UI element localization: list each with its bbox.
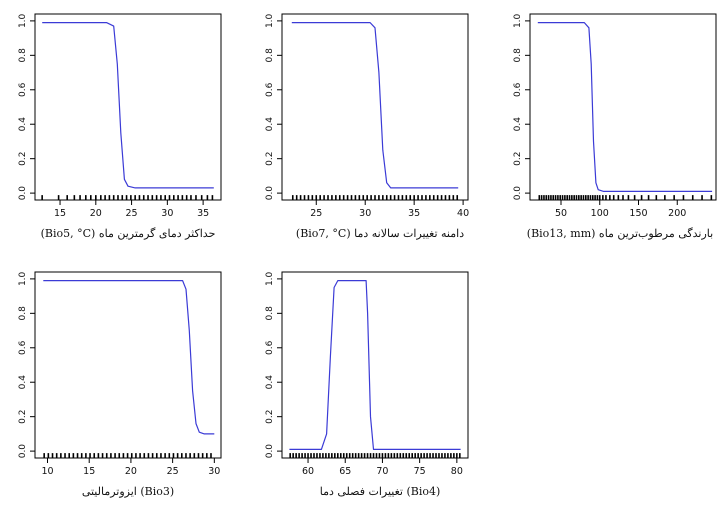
- x-tick-label: 60: [302, 466, 314, 477]
- y-tick-label: 1.0: [265, 13, 275, 28]
- x-tick-label: 20: [90, 208, 102, 219]
- y-tick-label: 0.4: [513, 117, 523, 132]
- x-tick-label: 65: [339, 466, 351, 477]
- plot-frame: [281, 13, 469, 201]
- y-tick-label: 0.0: [18, 186, 28, 201]
- y-tick-label: 1.0: [265, 271, 275, 286]
- x-tick-label: 15: [83, 466, 95, 477]
- response-curve: [537, 22, 713, 192]
- y-tick-label: 0.6: [265, 340, 275, 355]
- caption-bio4: تغییرات فصلی دما (Bio4): [319, 485, 441, 498]
- y-tick-label: 0.0: [18, 444, 28, 459]
- panel-5: 0.0 0.2 0.4 0.6 0.8 1.0 60 65 70 75 80: [265, 271, 469, 477]
- y-tick-label: 0.2: [18, 152, 28, 166]
- x-tick-label: 25: [126, 208, 138, 219]
- panel-4: 0.0 0.2 0.4 0.6 0.8 1.0 10 15 20 25 30: [18, 271, 222, 477]
- y-tick-label: 0.6: [18, 82, 28, 97]
- y-tick-label: 0.8: [265, 48, 275, 63]
- y-tick-label: 0.8: [18, 48, 28, 63]
- y-tick-label: 0.0: [265, 186, 275, 201]
- y-tick-label: 0.6: [265, 82, 275, 97]
- y-tick-label: 0.0: [265, 444, 275, 459]
- x-tick-label: 30: [208, 466, 220, 477]
- x-tick-label: 10: [41, 466, 53, 477]
- x-tick-label: 40: [457, 208, 469, 219]
- y-tick-label: 0.6: [513, 82, 523, 97]
- y-tick-label: 0.4: [18, 375, 28, 390]
- plot-frame: [281, 271, 469, 459]
- panel-3: 0.0 0.2 0.4 0.6 0.8 1.0 50 100 150 200: [513, 13, 717, 219]
- x-tick-label: 200: [668, 208, 686, 219]
- caption-bio5: (Bio5, °C) حداکثر دمای گرمترین ماه: [40, 227, 216, 240]
- x-tick-label: 150: [629, 208, 647, 219]
- x-tick-label: 35: [408, 208, 420, 219]
- plot-frame: [34, 13, 222, 201]
- x-tick-label: 35: [197, 208, 209, 219]
- y-tick-label: 0.0: [513, 186, 523, 201]
- x-tick-label: 80: [451, 466, 463, 477]
- y-tick-label: 1.0: [513, 13, 523, 28]
- plot-frame: [529, 13, 717, 201]
- x-tick-label: 20: [125, 466, 137, 477]
- response-curve: [289, 280, 461, 450]
- x-tick-label: 25: [167, 466, 179, 477]
- y-tick-label: 0.2: [18, 410, 28, 424]
- caption-bio13: (Bio13, mm) بارندگی مرطوب‌ترین ماه: [526, 227, 714, 240]
- y-tick-label: 0.8: [513, 48, 523, 63]
- caption-bio3: ایزوترمالیتی (Bio3): [81, 485, 175, 498]
- plot-frame: [34, 271, 222, 459]
- panel-2: 0.0 0.2 0.4 0.6 0.8 1.0 25 30 35 40: [265, 13, 469, 219]
- y-tick-label: 1.0: [18, 13, 28, 28]
- x-tick-label: 30: [161, 208, 173, 219]
- x-tick-label: 30: [359, 208, 371, 219]
- y-tick-label: 0.2: [265, 410, 275, 424]
- x-tick-label: 70: [376, 466, 388, 477]
- y-tick-label: 0.2: [265, 152, 275, 166]
- x-tick-label: 50: [555, 208, 567, 219]
- panel-1: 0.0 0.2 0.4 0.6 0.8 1.0 15 20 25 30 35: [18, 13, 222, 219]
- y-tick-label: 0.4: [18, 117, 28, 132]
- y-tick-label: 0.6: [18, 340, 28, 355]
- x-tick-label: 75: [414, 466, 426, 477]
- x-tick-label: 100: [591, 208, 609, 219]
- y-tick-label: 0.8: [265, 306, 275, 321]
- y-tick-label: 0.4: [265, 375, 275, 390]
- y-tick-label: 0.4: [265, 117, 275, 132]
- y-tick-label: 0.2: [513, 152, 523, 166]
- response-curve: [42, 22, 214, 189]
- x-tick-label: 25: [310, 208, 322, 219]
- x-tick-label: 15: [54, 208, 66, 219]
- y-tick-label: 1.0: [18, 271, 28, 286]
- caption-bio7: (Bio7, °C) دامنه تغییرات سالانه دما: [295, 227, 465, 240]
- response-curve: [291, 22, 459, 189]
- y-tick-label: 0.8: [18, 306, 28, 321]
- response-curve: [43, 280, 215, 435]
